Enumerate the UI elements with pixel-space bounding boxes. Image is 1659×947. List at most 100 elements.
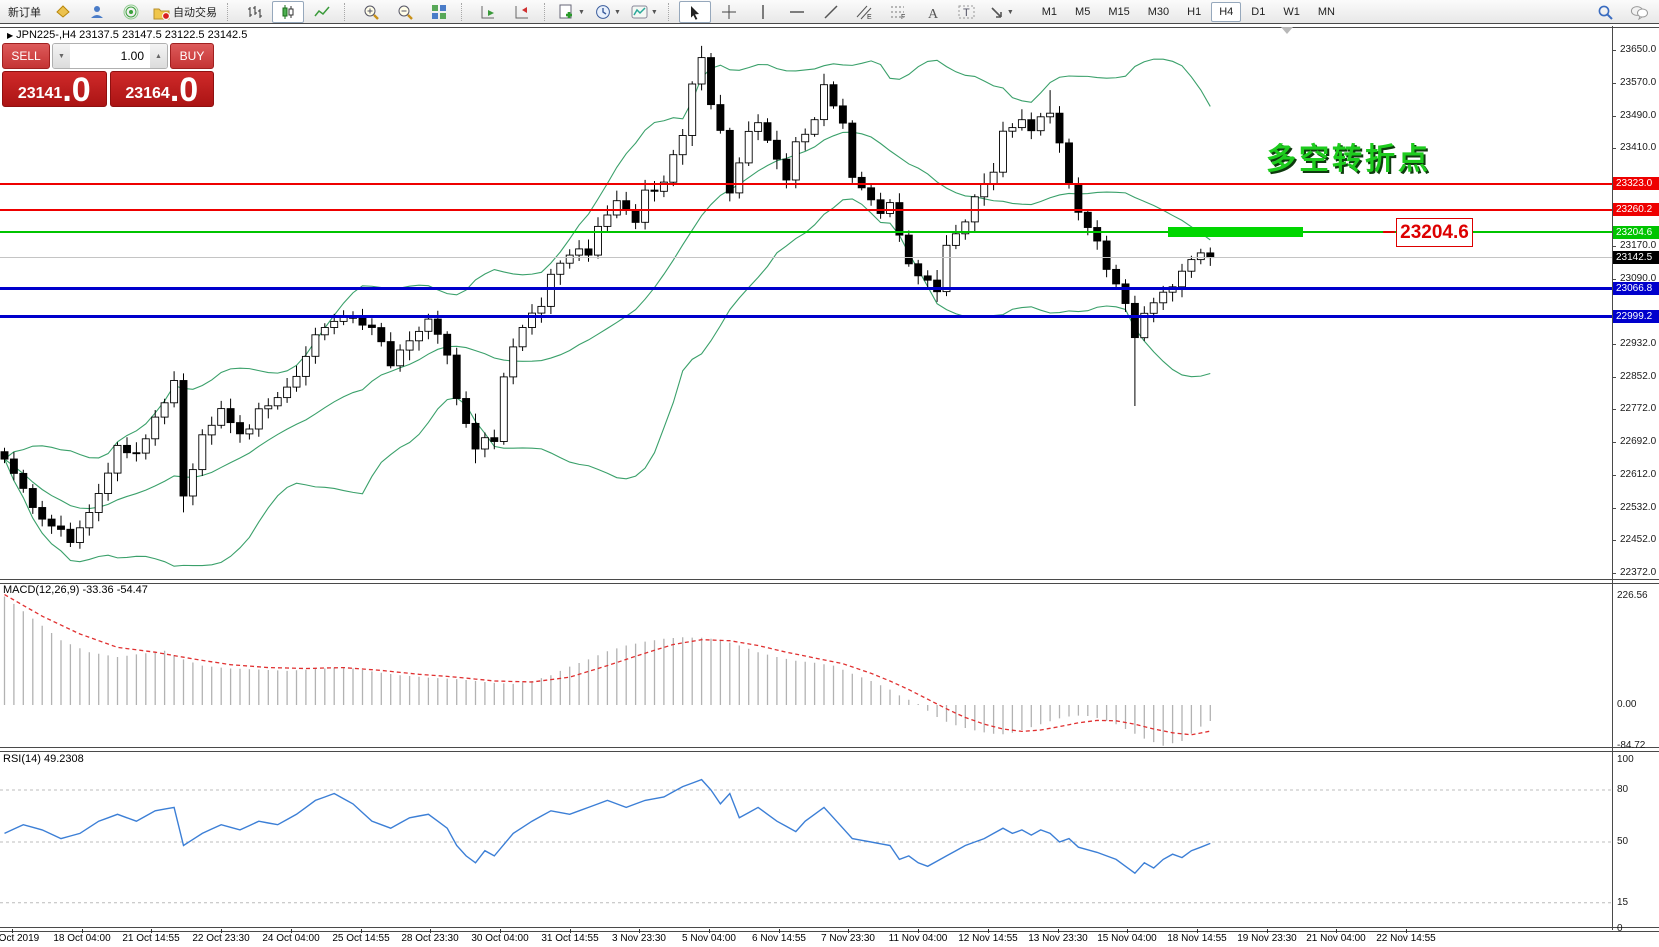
horizontal-line[interactable]: [0, 182, 1612, 185]
timeframe-button[interactable]: W1: [1275, 2, 1308, 22]
time-label: 25 Oct 14:55: [332, 933, 390, 944]
cursor-tool-icon[interactable]: [678, 1, 711, 23]
search-icon[interactable]: [1589, 1, 1621, 23]
chart-period-button[interactable]: ▼: [591, 1, 625, 23]
main-chart-plot[interactable]: [0, 26, 1612, 579]
time-label: 12 Nov 14:55: [958, 933, 1018, 944]
toolbar-separator: [667, 3, 673, 21]
chart-shift-icon[interactable]: [506, 1, 538, 23]
arrows-tool-icon[interactable]: ▼: [985, 1, 1018, 23]
timeframe-button[interactable]: H4: [1211, 2, 1242, 22]
buy-button[interactable]: BUY: [170, 43, 214, 69]
tile-windows-icon[interactable]: [423, 1, 455, 23]
candlestick-chart-icon[interactable]: [272, 1, 304, 23]
price-tick: [1612, 343, 1616, 345]
timeframe-group: M1 M5 M15 M30 H1 H4 D1 W1 MN: [1034, 2, 1343, 22]
new-order-button[interactable]: 新订单: [4, 2, 45, 22]
macd-plot[interactable]: [0, 583, 1612, 747]
community-icon[interactable]: [81, 1, 113, 23]
volume-increase-button[interactable]: ▲: [150, 44, 167, 68]
rsi-label: RSI(14) 49.2308: [3, 753, 84, 765]
time-label: 11 Nov 04:00: [888, 933, 948, 944]
time-label: 22 Oct 23:30: [192, 933, 250, 944]
buy-price-display[interactable]: 23164 .0: [109, 71, 214, 107]
price-tick: [1612, 82, 1616, 84]
trendline-tool-icon[interactable]: [815, 1, 847, 23]
sell-button[interactable]: SELL: [2, 43, 50, 69]
trendline-highlight-segment[interactable]: [1168, 227, 1303, 238]
chat-icon[interactable]: [1623, 1, 1655, 23]
price-tick-label: 22612.0: [1620, 468, 1657, 480]
timeframe-button[interactable]: M5: [1067, 2, 1098, 22]
equidistant-channel-tool-icon[interactable]: E: [849, 1, 881, 23]
price-tick: [1612, 442, 1616, 443]
horizontal-line-tool-icon[interactable]: [781, 1, 813, 23]
toolbar-divider: [0, 23, 1659, 28]
rsi-scale-label: 80: [1617, 784, 1629, 795]
bar-chart-icon[interactable]: [238, 1, 270, 23]
horizontal-line[interactable]: [0, 287, 1612, 291]
timeframe-button[interactable]: M15: [1100, 2, 1137, 22]
dropdown-arrow-icon: ▼: [1006, 8, 1014, 16]
time-label: 18 Nov 14:55: [1167, 933, 1227, 944]
autotrade-button[interactable]: 自动交易: [149, 2, 221, 22]
time-tick: [1267, 929, 1268, 933]
macd-scale-label: 0.00: [1617, 699, 1637, 710]
svg-text:F: F: [901, 14, 905, 20]
line-chart-icon[interactable]: [306, 1, 338, 23]
timeframe-button[interactable]: MN: [1310, 2, 1343, 22]
toolbar: 新订单 自动交易: [0, 0, 1659, 24]
scroll-to-end-marker: [1281, 27, 1293, 34]
price-tick-label: 22772.0: [1620, 403, 1657, 415]
volume-value[interactable]: 1.00: [120, 49, 144, 63]
time-label: 21 Oct 14:55: [122, 933, 180, 944]
price-tick: [1612, 246, 1616, 248]
horizontal-line[interactable]: [0, 314, 1612, 318]
horizontal-line[interactable]: [0, 208, 1612, 211]
price-callout[interactable]: 23204.6: [1396, 218, 1473, 247]
rsi-plot[interactable]: [0, 751, 1612, 927]
indicators-button[interactable]: ▼: [627, 1, 662, 23]
time-tick: [82, 929, 83, 933]
autotrade-label: 自动交易: [173, 7, 217, 19]
expert-advisors-icon[interactable]: [47, 1, 79, 23]
time-label: 21 Nov 04:00: [1306, 933, 1366, 944]
time-label: 16 Oct 2019: [0, 933, 40, 944]
zoom-out-icon[interactable]: [389, 1, 421, 23]
sell-price-display[interactable]: 23141 .0: [2, 71, 107, 107]
time-label: 31 Oct 14:55: [541, 933, 599, 944]
time-tick: [221, 929, 222, 933]
callout-anchor: [1383, 231, 1395, 233]
fibonacci-tool-icon[interactable]: F: [883, 1, 915, 23]
text-tool-icon[interactable]: A: [917, 1, 949, 23]
time-tick: [361, 929, 362, 933]
new-chart-button[interactable]: ▼: [555, 1, 589, 23]
macd-signal-line: [4, 594, 1211, 736]
price-tick: [1612, 50, 1616, 51]
toolbar-separator: [544, 3, 549, 21]
signal-icon[interactable]: [115, 1, 147, 23]
crosshair-tool-icon[interactable]: [713, 1, 745, 23]
time-tick: [779, 929, 780, 933]
horizontal-line[interactable]: [0, 231, 1612, 234]
price-line-label: 23142.5: [1613, 251, 1659, 265]
volume-decrease-button[interactable]: ▼: [53, 44, 70, 68]
timeframe-button[interactable]: M1: [1034, 2, 1065, 22]
price-line-label: 23323.0: [1613, 177, 1659, 191]
timeframe-button[interactable]: M30: [1140, 2, 1177, 22]
zoom-in-icon[interactable]: [355, 1, 387, 23]
svg-text:A: A: [928, 7, 939, 20]
auto-scroll-icon[interactable]: [472, 1, 504, 23]
volume-spinner: ▼ 1.00 ▲: [52, 43, 168, 69]
timeframe-button[interactable]: H1: [1179, 2, 1209, 22]
price-tick: [1612, 507, 1616, 509]
time-tick: [848, 929, 849, 933]
vertical-line-tool-icon[interactable]: [747, 1, 779, 23]
dropdown-arrow-icon: ▼: [613, 8, 621, 16]
timeframe-button[interactable]: D1: [1243, 2, 1273, 22]
text-label-tool-icon[interactable]: T: [951, 1, 983, 23]
svg-text:E: E: [867, 14, 872, 20]
annotation-text[interactable]: 多空转折点: [1266, 143, 1431, 176]
toolbar-separator: [461, 3, 466, 21]
